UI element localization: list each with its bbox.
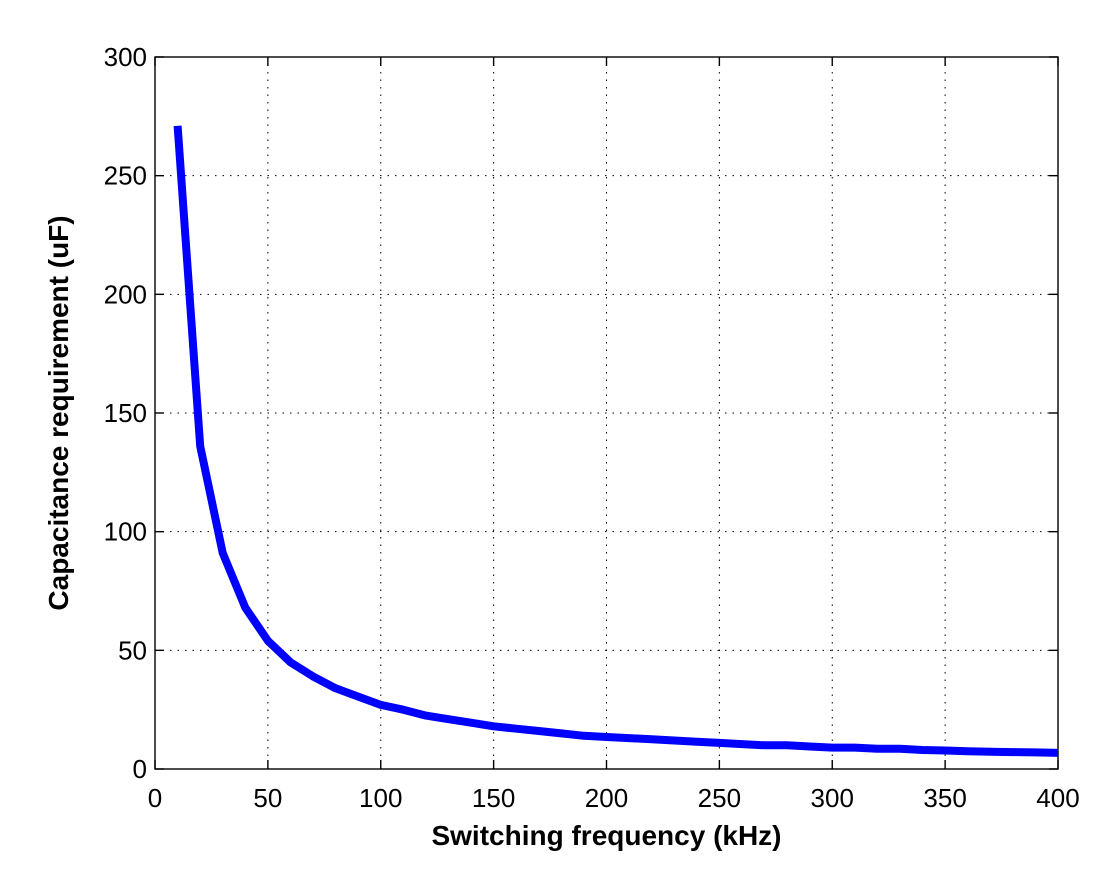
tick-marks xyxy=(154,56,1059,770)
y-tick-label: 300 xyxy=(104,42,147,72)
x-tick-label: 200 xyxy=(585,783,628,813)
y-tick-labels: 0 50 100 150 200 250 300 xyxy=(104,42,147,784)
y-tick-label: 50 xyxy=(118,635,147,665)
x-tick-label: 150 xyxy=(472,783,515,813)
x-tick-label: 400 xyxy=(1036,783,1079,813)
series-line xyxy=(173,125,1059,757)
y-axis-label: Capacitance requirement (uF) xyxy=(43,215,74,610)
x-axis-label: Switching frequency (kHz) xyxy=(431,820,781,851)
x-tick-label: 0 xyxy=(148,783,162,813)
series xyxy=(173,125,1059,757)
x-tick-label: 350 xyxy=(923,783,966,813)
x-tick-label: 250 xyxy=(698,783,741,813)
x-tick-label: 50 xyxy=(253,783,282,813)
grid xyxy=(155,57,1058,769)
y-tick-label: 250 xyxy=(104,161,147,191)
y-tick-label: 0 xyxy=(133,754,147,784)
y-tick-label: 200 xyxy=(104,279,147,309)
y-tick-label: 150 xyxy=(104,398,147,428)
x-tick-label: 100 xyxy=(359,783,402,813)
y-tick-label: 100 xyxy=(104,517,147,547)
x-tick-label: 300 xyxy=(811,783,854,813)
x-tick-labels: 0 50 100 150 200 250 300 350 400 xyxy=(148,783,1080,813)
